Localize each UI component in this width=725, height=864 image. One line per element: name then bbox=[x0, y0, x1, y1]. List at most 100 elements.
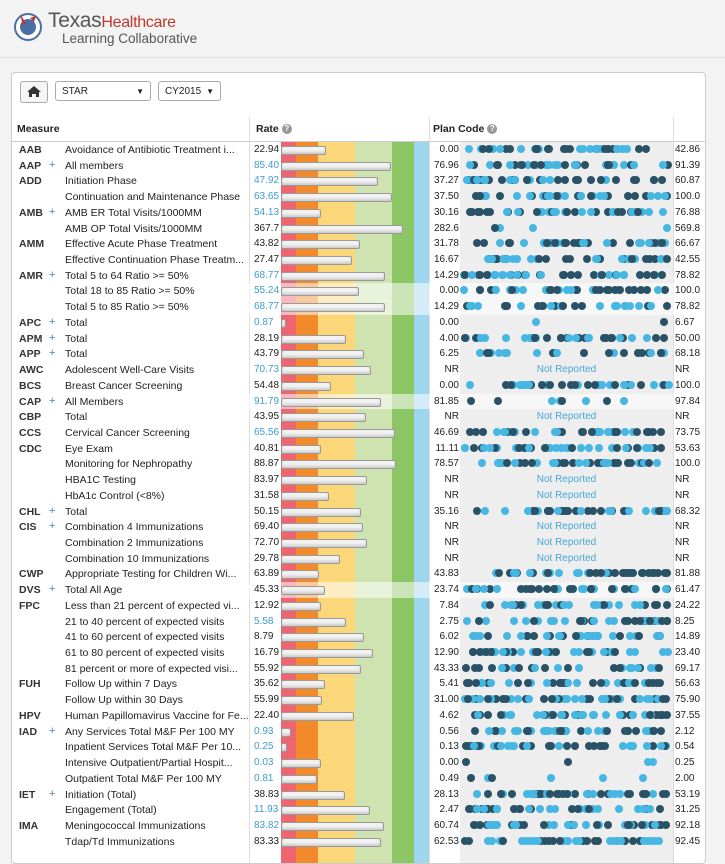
plan-dot[interactable] bbox=[545, 160, 553, 169]
table-row[interactable]: HPV Human Papillomavirus Vaccine for Fe..… bbox=[12, 708, 705, 724]
plan-dot[interactable] bbox=[530, 160, 538, 169]
plan-dot[interactable] bbox=[522, 616, 530, 625]
plan-dot[interactable] bbox=[527, 255, 535, 264]
plan-dot[interactable] bbox=[486, 443, 494, 452]
table-row[interactable]: AWC Adolescent Well-Care Visits 70.73 NR Not… bbox=[12, 362, 705, 378]
plan-dot[interactable] bbox=[533, 459, 541, 468]
plan-dot[interactable] bbox=[560, 600, 568, 609]
expand-plus-icon[interactable]: + bbox=[49, 504, 56, 517]
plan-dot[interactable] bbox=[565, 333, 573, 342]
measure-name[interactable]: Appropriate Testing for Children Wi... bbox=[65, 568, 237, 581]
table-row[interactable]: Monitoring for Nephropathy 88.87 78.57 100.… bbox=[12, 456, 705, 472]
plan-dot[interactable] bbox=[533, 710, 541, 719]
plan-dot[interactable] bbox=[465, 836, 473, 845]
plan-dot[interactable] bbox=[473, 176, 481, 185]
plan-dot[interactable] bbox=[590, 710, 598, 719]
plan-dot[interactable] bbox=[506, 160, 514, 169]
table-row[interactable]: AMR + Total 5 to 64 Ratio >= 50% 68.77 14.29… bbox=[12, 268, 705, 284]
plan-dot[interactable] bbox=[462, 663, 470, 672]
plan-dot[interactable] bbox=[493, 427, 501, 436]
table-row[interactable]: CWP Appropriate Testing for Children Wi..… bbox=[12, 566, 705, 582]
measure-name[interactable]: Follow Up within 7 Days bbox=[65, 678, 178, 691]
plan-dot[interactable] bbox=[502, 380, 510, 389]
plan-dot[interactable] bbox=[604, 459, 612, 468]
plan-dot[interactable] bbox=[632, 176, 640, 185]
plan-dot[interactable] bbox=[580, 349, 588, 358]
plan-dot[interactable] bbox=[522, 836, 530, 845]
plan-dot[interactable] bbox=[657, 742, 665, 751]
plan-dot[interactable] bbox=[656, 805, 664, 814]
plan-dot[interactable] bbox=[594, 726, 602, 735]
plan-dot[interactable] bbox=[597, 506, 605, 515]
plan-dot[interactable] bbox=[631, 648, 639, 657]
measure-name[interactable]: Total All Age bbox=[65, 584, 123, 597]
plan-dot[interactable] bbox=[472, 585, 480, 594]
plan-dot[interactable] bbox=[533, 349, 541, 358]
plan-dot[interactable] bbox=[593, 255, 601, 264]
plan-dot[interactable] bbox=[571, 380, 579, 389]
plan-dot[interactable] bbox=[470, 160, 478, 169]
plan-dot[interactable] bbox=[638, 820, 646, 829]
table-row[interactable]: Outpatient Total M&F Per 100 MY 0.81 0.49 2… bbox=[12, 771, 705, 787]
table-row[interactable]: AAP + All members 85.40 76.96 91.39 bbox=[12, 158, 705, 174]
plan-dot[interactable] bbox=[625, 506, 633, 515]
plan-dot[interactable] bbox=[511, 569, 519, 578]
plan-dot[interactable] bbox=[484, 710, 492, 719]
plan-dot[interactable] bbox=[646, 710, 654, 719]
plan-dot[interactable] bbox=[636, 270, 644, 279]
table-row[interactable]: CAP + All Members 91.79 81.85 97.84 bbox=[12, 393, 705, 410]
plan-dot[interactable] bbox=[502, 663, 510, 672]
plan-dot[interactable] bbox=[649, 789, 657, 798]
plan-dot[interactable] bbox=[572, 333, 580, 342]
plan-dot[interactable] bbox=[583, 632, 591, 641]
plan-dot[interactable] bbox=[644, 758, 652, 767]
plan-dot[interactable] bbox=[608, 443, 616, 452]
plan-dot[interactable] bbox=[550, 585, 558, 594]
plan-dot[interactable] bbox=[516, 820, 524, 829]
plan-dot[interactable] bbox=[546, 789, 554, 798]
plan-dot[interactable] bbox=[620, 679, 628, 688]
measure-name[interactable]: Effective Continuation Phase Treatm... bbox=[65, 254, 244, 267]
measure-name[interactable]: Meningococcal Immunizations bbox=[65, 819, 206, 832]
plan-dot[interactable] bbox=[597, 569, 605, 578]
plan-dot[interactable] bbox=[610, 836, 618, 845]
plan-dot[interactable] bbox=[643, 333, 651, 342]
plan-dot[interactable] bbox=[506, 270, 514, 279]
plan-dot[interactable] bbox=[646, 443, 654, 452]
plan-dot[interactable] bbox=[615, 600, 623, 609]
plan-dot[interactable] bbox=[636, 695, 644, 704]
plan-dot[interactable] bbox=[561, 239, 569, 248]
expand-plus-icon[interactable]: + bbox=[49, 583, 56, 596]
help-icon[interactable]: ? bbox=[281, 124, 292, 135]
plan-dot[interactable] bbox=[471, 663, 479, 672]
plan-dot[interactable] bbox=[628, 333, 636, 342]
plan-dot[interactable] bbox=[663, 710, 671, 719]
plan-dot[interactable] bbox=[608, 585, 616, 594]
plan-dot[interactable] bbox=[466, 160, 474, 169]
measure-name[interactable]: Intensive Outpatient/Partial Hospit... bbox=[65, 757, 233, 770]
plan-dot[interactable] bbox=[461, 270, 469, 279]
plan-dot[interactable] bbox=[554, 506, 562, 515]
plan-dot[interactable] bbox=[552, 443, 560, 452]
plan-dot[interactable] bbox=[489, 145, 497, 153]
table-row[interactable]: Follow Up within 30 Days 55.99 31.00 75.90 bbox=[12, 692, 705, 708]
plan-dot[interactable] bbox=[662, 820, 670, 829]
plan-dot[interactable] bbox=[542, 648, 550, 657]
plan-dot[interactable] bbox=[658, 710, 666, 719]
measure-name[interactable]: Total bbox=[65, 316, 88, 329]
plan-dot[interactable] bbox=[563, 207, 571, 216]
plan-dot[interactable] bbox=[476, 270, 484, 279]
plan-dot[interactable] bbox=[565, 600, 573, 609]
plan-dot[interactable] bbox=[505, 679, 513, 688]
plan-dot[interactable] bbox=[613, 145, 621, 153]
plan-dot[interactable] bbox=[561, 176, 569, 185]
plan-dot[interactable] bbox=[586, 459, 594, 468]
plan-dot[interactable] bbox=[546, 286, 554, 295]
measure-name[interactable]: Total 5 to 64 Ratio >= 50% bbox=[65, 269, 189, 282]
plan-dot[interactable] bbox=[584, 239, 592, 248]
plan-dot[interactable] bbox=[502, 145, 510, 153]
plan-dot[interactable] bbox=[571, 710, 579, 719]
plan-dot[interactable] bbox=[579, 239, 587, 248]
plan-dot[interactable] bbox=[461, 443, 469, 452]
plan-dot[interactable] bbox=[611, 789, 619, 798]
